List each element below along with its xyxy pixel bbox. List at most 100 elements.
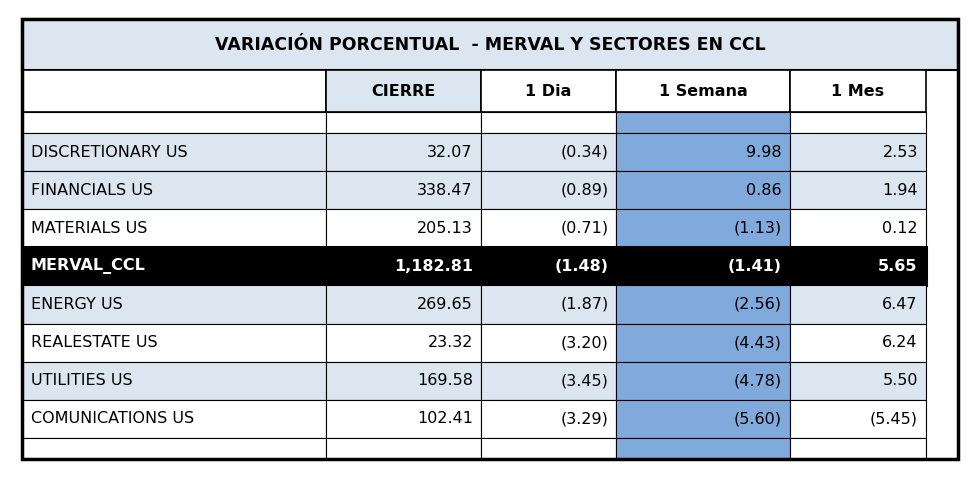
Text: 1 Semana: 1 Semana bbox=[659, 84, 748, 98]
Bar bbox=[326, 248, 480, 285]
Text: 1,182.81: 1,182.81 bbox=[394, 259, 472, 274]
Bar bbox=[480, 70, 616, 112]
Text: 0.12: 0.12 bbox=[882, 221, 918, 236]
Bar bbox=[22, 112, 326, 133]
Bar bbox=[616, 400, 790, 438]
Text: 6.24: 6.24 bbox=[882, 335, 918, 350]
Text: UTILITIES US: UTILITIES US bbox=[31, 373, 132, 388]
Bar bbox=[480, 171, 616, 209]
Bar bbox=[326, 285, 480, 324]
Text: (5.60): (5.60) bbox=[734, 411, 782, 426]
Bar bbox=[22, 133, 326, 171]
Bar bbox=[480, 112, 616, 133]
Text: COMUNICATIONS US: COMUNICATIONS US bbox=[31, 411, 194, 426]
Bar bbox=[480, 285, 616, 324]
Text: (1.41): (1.41) bbox=[728, 259, 782, 274]
Text: 32.07: 32.07 bbox=[427, 145, 472, 160]
Text: 0.86: 0.86 bbox=[747, 183, 782, 198]
Bar bbox=[616, 70, 790, 112]
Bar bbox=[790, 400, 926, 438]
Text: 1.94: 1.94 bbox=[882, 183, 918, 198]
Bar bbox=[616, 209, 790, 248]
Text: 5.65: 5.65 bbox=[878, 259, 918, 274]
Bar bbox=[790, 285, 926, 324]
Bar bbox=[22, 248, 326, 285]
Bar bbox=[480, 248, 616, 285]
Text: FINANCIALS US: FINANCIALS US bbox=[31, 183, 153, 198]
Text: (4.78): (4.78) bbox=[734, 373, 782, 388]
Text: 23.32: 23.32 bbox=[427, 335, 472, 350]
Bar bbox=[480, 438, 616, 459]
Bar bbox=[790, 324, 926, 361]
Bar bbox=[326, 361, 480, 400]
Bar bbox=[326, 133, 480, 171]
Bar bbox=[616, 171, 790, 209]
Bar bbox=[790, 171, 926, 209]
Bar bbox=[790, 209, 926, 248]
Bar bbox=[326, 70, 480, 112]
Bar bbox=[790, 361, 926, 400]
Text: 9.98: 9.98 bbox=[747, 145, 782, 160]
Bar bbox=[326, 400, 480, 438]
Text: (3.20): (3.20) bbox=[561, 335, 609, 350]
Text: 169.58: 169.58 bbox=[416, 373, 472, 388]
Text: MERVAL_CCL: MERVAL_CCL bbox=[31, 259, 146, 274]
Text: (0.34): (0.34) bbox=[561, 145, 609, 160]
Text: 1 Mes: 1 Mes bbox=[831, 84, 884, 98]
Bar bbox=[326, 209, 480, 248]
Bar bbox=[616, 361, 790, 400]
Text: MATERIALS US: MATERIALS US bbox=[31, 221, 147, 236]
Bar bbox=[22, 19, 958, 70]
Text: (3.29): (3.29) bbox=[561, 411, 609, 426]
Bar bbox=[326, 112, 480, 133]
Bar bbox=[22, 70, 326, 112]
Bar bbox=[790, 112, 926, 133]
Bar bbox=[22, 361, 326, 400]
Text: 1 Dia: 1 Dia bbox=[525, 84, 571, 98]
Bar bbox=[616, 324, 790, 361]
Bar bbox=[616, 112, 790, 133]
Bar bbox=[480, 400, 616, 438]
Text: 6.47: 6.47 bbox=[882, 297, 918, 312]
Bar bbox=[790, 248, 926, 285]
Bar bbox=[480, 209, 616, 248]
Text: (3.45): (3.45) bbox=[561, 373, 609, 388]
Bar bbox=[616, 133, 790, 171]
Bar bbox=[22, 209, 326, 248]
Text: (0.71): (0.71) bbox=[561, 221, 609, 236]
Text: DISCRETIONARY US: DISCRETIONARY US bbox=[31, 145, 187, 160]
Text: VARIACIÓN PORCENTUAL  - MERVAL Y SECTORES EN CCL: VARIACIÓN PORCENTUAL - MERVAL Y SECTORES… bbox=[215, 35, 765, 54]
Bar bbox=[22, 285, 326, 324]
Text: 2.53: 2.53 bbox=[882, 145, 918, 160]
Bar bbox=[480, 133, 616, 171]
Bar bbox=[790, 70, 926, 112]
Bar bbox=[790, 438, 926, 459]
Bar bbox=[480, 361, 616, 400]
Bar bbox=[326, 171, 480, 209]
Bar bbox=[616, 285, 790, 324]
Text: 102.41: 102.41 bbox=[416, 411, 472, 426]
Bar bbox=[22, 438, 326, 459]
Bar bbox=[22, 400, 326, 438]
Text: (1.87): (1.87) bbox=[561, 297, 609, 312]
Text: (2.56): (2.56) bbox=[734, 297, 782, 312]
Text: ENERGY US: ENERGY US bbox=[31, 297, 122, 312]
Text: 5.50: 5.50 bbox=[882, 373, 918, 388]
Text: REALESTATE US: REALESTATE US bbox=[31, 335, 158, 350]
Bar bbox=[22, 171, 326, 209]
Bar bbox=[22, 324, 326, 361]
Text: (1.13): (1.13) bbox=[734, 221, 782, 236]
Text: 269.65: 269.65 bbox=[417, 297, 472, 312]
Bar bbox=[790, 133, 926, 171]
Text: CIERRE: CIERRE bbox=[371, 84, 435, 98]
Bar bbox=[616, 248, 790, 285]
Text: 205.13: 205.13 bbox=[417, 221, 472, 236]
Bar bbox=[480, 324, 616, 361]
Text: (4.43): (4.43) bbox=[734, 335, 782, 350]
Bar bbox=[326, 438, 480, 459]
Bar bbox=[616, 438, 790, 459]
Text: (1.48): (1.48) bbox=[555, 259, 609, 274]
Text: 338.47: 338.47 bbox=[417, 183, 472, 198]
Text: (0.89): (0.89) bbox=[561, 183, 609, 198]
Text: (5.45): (5.45) bbox=[870, 411, 918, 426]
